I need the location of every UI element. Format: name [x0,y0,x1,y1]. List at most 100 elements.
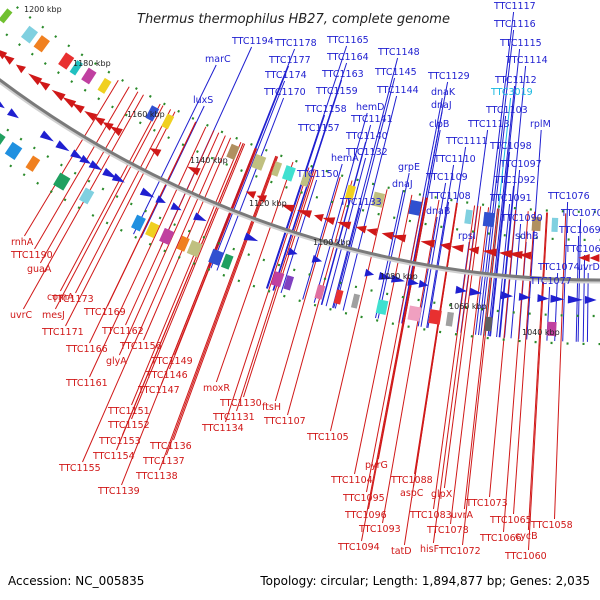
forward-gene-arrow [567,295,583,304]
backbone-circle [0,78,600,282]
forward-gene-arrow [155,195,166,203]
reverse-label-leader [450,207,490,525]
reverse-gene-arrow [322,217,336,225]
forward-gene-cog-block [484,316,493,332]
reverse-label-leader [166,156,278,456]
forward-gene-cog-block [270,271,285,288]
reverse-label-leader [121,147,256,486]
forward-label-leader [375,189,404,319]
forward-gene-cog-block [445,311,454,327]
reverse-label-leader [403,202,458,546]
forward-gene-label: TTC1164 [326,52,369,63]
forward-gene-label: marC [205,54,231,65]
forward-label-leader [510,223,522,339]
reverse-gene-label: TTC1146 [145,370,188,381]
reverse-gene-cog-block [20,25,39,44]
forward-gene-label: TTC1090 [500,213,543,224]
reverse-gene-label: TTC1190 [10,250,53,261]
forward-label-leader [216,97,285,271]
forward-gene-label: TTC1159 [315,86,358,97]
forward-gene-label: TTC1174 [264,70,307,81]
forward-gene-label: sdhB [515,231,539,242]
forward-gene-label: TTC1077 [529,276,572,287]
forward-gene-label: TTC1103 [485,105,528,116]
forward-gene-arrow [139,187,155,198]
forward-gene-label: TTC1116 [493,19,536,30]
reverse-label-leader [366,197,424,493]
forward-label-leader [496,203,511,338]
reverse-label-leader [368,197,428,510]
reverse-gene-arrow [2,54,15,65]
reverse-gene-label: ftsH [262,402,281,413]
forward-gene-arrow [537,294,549,303]
forward-gene-arrow [287,247,298,256]
forward-label-leader [302,163,343,300]
forward-label-leader [487,85,516,337]
reverse-gene-cog-block [300,171,312,187]
forward-gene-label: TTC1070 [560,208,600,219]
forward-label-leader [498,185,515,338]
reverse-label-leader [443,206,482,489]
forward-label-leader [332,57,399,308]
reverse-gene-label: TTC1161 [65,378,108,389]
reverse-gene-label: TTC1093 [358,524,401,535]
forward-label-leader [325,157,367,307]
reverse-label-leader [274,177,341,402]
forward-label-leader [562,201,569,342]
map-title: Thermus thermophilus HB27, complete geno… [137,12,450,27]
reverse-gene-label: TTC1066 [479,533,522,544]
reverse-gene-arrow [391,234,407,243]
reverse-gene-cog-block [251,153,267,171]
genome-backbone [0,0,600,346]
forward-gene-arrow [39,130,54,142]
reverse-gene-label: TTC1078 [426,525,469,536]
forward-gene-label: TTC1150 [296,169,339,180]
tick-label: 1180 kbp [73,59,111,68]
reverse-gene-label: TTC1156 [119,341,162,352]
reverse-label-leader [433,205,476,510]
forward-gene-label: TTC1165 [326,35,369,46]
reverse-gene-cog-block [58,52,75,70]
forward-gene-label: TTC3019 [490,87,533,98]
forward-label-leader [140,105,205,238]
reverse-label-leader [131,142,242,406]
reverse-label-leader [39,91,139,264]
reverse-gene-arrow [482,248,497,257]
forward-label-leader [489,48,521,337]
forward-gene-cog-block [283,275,295,291]
reverse-gene-arrow [149,148,162,157]
reverse-gene-arrow [62,97,77,108]
forward-gene-arrow [455,285,467,294]
forward-gene-cog-block [333,289,344,305]
reverse-gene-cog-block [344,184,357,201]
reverse-gene-label: TTC1151 [107,406,150,417]
reverse-gene-label: rnhA [11,237,34,248]
reverse-gene-cog-block [145,105,160,122]
reverse-gene-label: TTC1166 [65,344,108,355]
forward-label-leader [133,64,217,235]
forward-gene-arrow [311,254,323,263]
reverse-gene-arrow [337,221,352,230]
forward-gene-cog-block [314,284,326,300]
forward-gene-cog-block [53,172,71,191]
reverse-gene-label: TTC1058 [530,520,573,531]
forward-gene-label: TTC1144 [376,85,419,96]
reverse-label-leader [463,208,499,510]
forward-gene-arrow [500,291,513,300]
forward-gene-cog-block [176,235,190,252]
reverse-gene-arrow [381,231,394,240]
forward-gene-arrow [243,232,259,242]
forward-label-leader [427,201,450,329]
forward-gene-arrow [193,212,207,222]
reverse-label-leader [82,135,226,463]
forward-gene-cog-block [546,321,557,337]
reverse-gene-cog-block [551,217,559,233]
forward-gene-label: TTC1117 [493,1,536,12]
forward-gene-arrow [469,287,482,296]
backbone-shadow [0,80,600,284]
forward-label-leader [475,11,515,335]
tick-label: 1140 kbp [190,156,228,165]
reverse-label-leader [116,143,244,451]
